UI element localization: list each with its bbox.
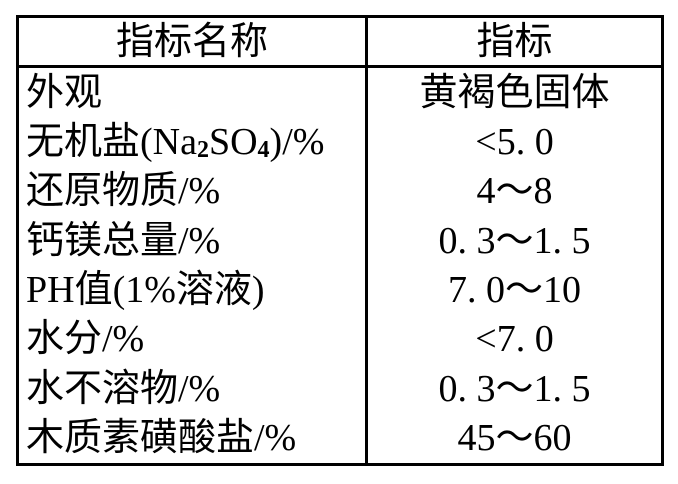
- table-row-reducing-substances: 还原物质/% 4～8: [18, 166, 663, 217]
- row-value: 黄褐色固体: [365, 66, 663, 118]
- header-row: 指标名称 指标: [17, 16, 663, 68]
- row-name: 钙镁总量/%: [26, 219, 221, 262]
- row-name: 水不溶物/%: [26, 367, 221, 410]
- table-row-appearance: 外观 黄褐色固体: [18, 66, 663, 118]
- table-row-lignosulfonate: 木质素磺酸盐/% 45～60: [18, 413, 663, 465]
- row-name: 水分/%: [26, 318, 145, 361]
- row-value: <7. 0: [365, 314, 663, 365]
- row-name: 木质素磺酸盐/%: [26, 417, 297, 460]
- row-value: 0. 3～1. 5: [365, 364, 663, 414]
- subscript-4: 4: [257, 137, 270, 164]
- row-value: 7. 0～10: [365, 265, 663, 315]
- row-name: PH值(1%溶液): [26, 269, 265, 312]
- table-row-water-insoluble: 水不溶物/% 0. 3～1. 5: [18, 364, 663, 414]
- row-value: 45～60: [365, 413, 663, 465]
- row-name: 无机盐(Na2SO4)/%: [18, 117, 367, 166]
- table-row-calcium-magnesium: 钙镁总量/% 0. 3～1. 5: [18, 216, 663, 266]
- row-name: 还原物质/%: [26, 170, 221, 213]
- table-row-inorganic-salt: 无机盐(Na2SO4)/% <5. 0: [18, 117, 663, 167]
- table-row-moisture: 水分/% <7. 0: [18, 314, 663, 365]
- row-name-text: )/%: [269, 121, 325, 164]
- row-value: <5. 0: [365, 117, 663, 167]
- table-row-ph-value: PH值(1%溶液) 7. 0～10: [18, 265, 663, 315]
- row-value: 4～8: [365, 166, 663, 217]
- subscript-2: 2: [196, 137, 209, 164]
- header-cell-indicator-name: 指标名称: [17, 16, 367, 68]
- header-cell-indicator-value: 指标: [365, 16, 663, 68]
- row-name-text: 无机盐(Na: [26, 121, 197, 164]
- spec-table: 指标名称 指标 外观 黄褐色固体 无机盐(Na2SO4)/% <5. 0 还原物…: [16, 15, 664, 466]
- row-name: 外观: [26, 71, 103, 114]
- row-value: 0. 3～1. 5: [365, 216, 663, 266]
- row-name-text: SO: [208, 121, 258, 164]
